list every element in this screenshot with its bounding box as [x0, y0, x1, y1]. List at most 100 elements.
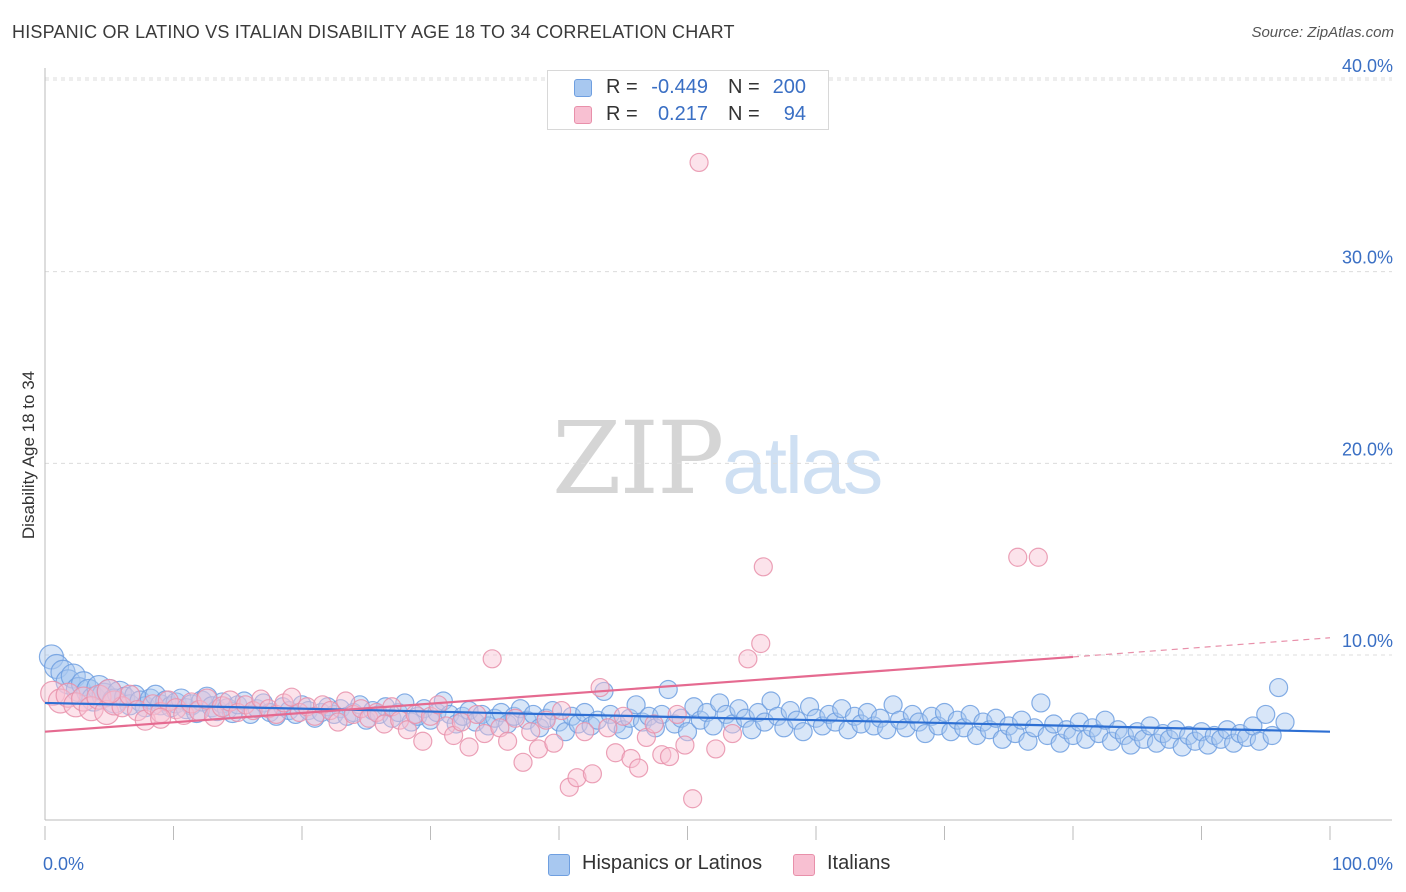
hispanics-point: [710, 693, 730, 713]
italians-point: [621, 748, 641, 769]
legend-swatch-hispanics: [574, 79, 592, 97]
italians-point: [559, 777, 579, 797]
italians-point: [536, 710, 556, 730]
hispanics-point: [1211, 729, 1231, 749]
italians-point: [482, 649, 502, 669]
legend-n-value: 94: [783, 103, 806, 125]
hispanics-point: [973, 712, 993, 732]
italians-point: [582, 764, 603, 784]
legend-n-label: N =: [728, 76, 760, 98]
hispanics-point: [799, 697, 820, 717]
hispanics-point: [652, 704, 672, 725]
source-label: Source: ZipAtlas.com: [1251, 24, 1394, 41]
italians-point: [753, 557, 773, 577]
italians-point: [667, 704, 687, 725]
italians-point: [706, 739, 726, 759]
italians-point: [567, 768, 587, 788]
italians-point: [644, 714, 664, 734]
legend-r-label: R =: [606, 76, 638, 98]
italians-point: [282, 687, 302, 707]
italians-point: [551, 700, 572, 721]
y-tick-label: 30.0%: [1342, 248, 1393, 268]
italians-point: [521, 722, 541, 742]
italians-trend-line: [44, 655, 1074, 733]
italians-point: [575, 722, 595, 742]
legend-n-value: 200: [772, 76, 806, 98]
italians-point: [590, 677, 610, 698]
legend-row-italians: R = 0.217 N = 94: [548, 102, 828, 128]
bottom-legend-label: Italians: [827, 852, 891, 874]
italians-point: [428, 695, 448, 715]
hispanics-point: [1031, 693, 1051, 713]
watermark: ZIPatlas: [552, 400, 883, 517]
hispanics-point: [1268, 677, 1289, 698]
italians-point: [436, 716, 456, 736]
hispanics-point: [922, 706, 942, 726]
italians-point: [722, 723, 743, 744]
legend-row-hispanics: R = -0.449 N = 200: [548, 75, 828, 101]
italians-point: [397, 720, 417, 740]
legend-r-value: -0.449: [651, 76, 708, 98]
italians-point: [683, 789, 703, 809]
italians-point: [689, 152, 709, 173]
watermark-atlas: atlas: [722, 421, 883, 510]
hispanics-point: [793, 722, 813, 742]
y-axis-label: Disability Age 18 to 34: [19, 371, 38, 539]
italians-trend-extension: [1072, 637, 1331, 658]
y-tick-label: 10.0%: [1342, 631, 1393, 651]
italians-point: [374, 714, 394, 734]
watermark-zip: ZIP: [552, 400, 724, 517]
x-tick-label-max: 100.0%: [1332, 854, 1393, 874]
italians-point: [659, 746, 680, 767]
italians-point: [459, 737, 479, 757]
italians-point: [1008, 547, 1028, 567]
italians-point: [96, 678, 122, 705]
tick-labels: 10.0% 20.0% 30.0% 40.0% 0.0% 100.0%: [43, 56, 1393, 874]
axes: [44, 68, 1392, 840]
italians-point: [544, 733, 564, 753]
legend-n-label: N =: [728, 103, 760, 125]
chart-title: HISPANIC OR LATINO VS ITALIAN DISABILITY…: [12, 22, 735, 42]
italians-point: [751, 633, 771, 654]
italians-point: [513, 752, 533, 772]
italians-point: [505, 708, 525, 728]
hispanics-point: [562, 706, 582, 726]
y-tick-label: 40.0%: [1342, 56, 1393, 76]
trend-lines: [44, 637, 1331, 733]
gridlines: [45, 77, 1392, 656]
hispanics-point: [472, 704, 492, 725]
italians-point: [328, 712, 348, 732]
hispanics-point: [1095, 710, 1115, 730]
hispanics-point: [60, 663, 86, 689]
italians-point: [413, 731, 433, 751]
italians-point: [150, 707, 172, 729]
bottom-legend-label: Hispanics or Latinos: [582, 852, 763, 874]
legend-r-value: 0.217: [657, 103, 708, 125]
hispanics-point: [1275, 712, 1295, 732]
legend-swatch-italians: [574, 106, 592, 124]
italians-point: [498, 731, 518, 751]
italians-point: [467, 704, 487, 725]
hispanics-point: [1146, 733, 1167, 753]
x-tick-label-min: 0.0%: [43, 854, 84, 874]
hispanics-point: [658, 679, 678, 700]
hispanics-point: [613, 720, 633, 740]
italians-point: [598, 718, 618, 738]
italians-point: [738, 649, 758, 669]
hispanics-point: [1256, 704, 1276, 725]
hispanics-point: [979, 720, 1000, 740]
hispanics-point: [748, 702, 768, 723]
y-tick-label: 20.0%: [1342, 439, 1393, 459]
bottom-legend-swatch-hispanics: [548, 854, 570, 876]
hispanics-point: [806, 708, 826, 728]
hispanics-point: [626, 695, 646, 715]
italians-point: [675, 735, 695, 755]
italians-point: [243, 700, 263, 721]
correlation-legend: R = -0.449 N = 200 R = 0.217 N = 94: [547, 70, 829, 130]
italians-point: [629, 758, 649, 778]
italians-point: [1028, 547, 1048, 567]
hispanics-trend-line: [44, 701, 1331, 733]
legend-r-label: R =: [606, 103, 638, 125]
hispanics-point: [1185, 731, 1205, 751]
